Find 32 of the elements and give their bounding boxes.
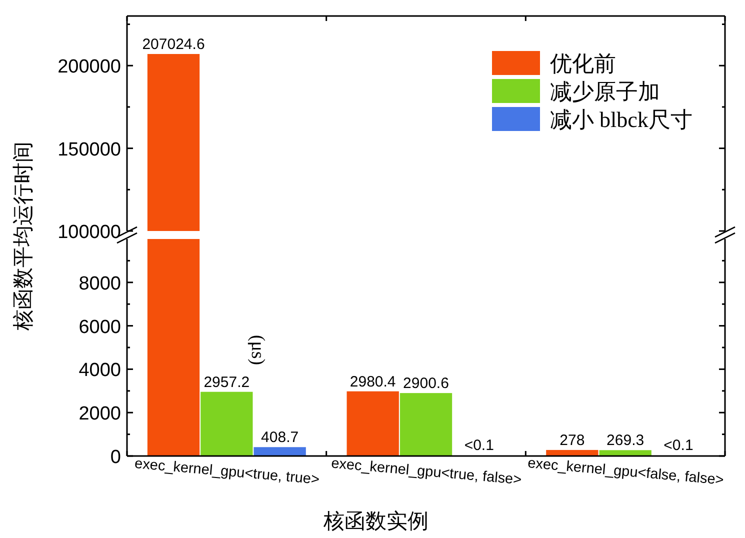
- bar: [546, 450, 598, 456]
- annotation: (μs): [247, 334, 268, 366]
- data-label: 269.3: [606, 432, 644, 450]
- legend-label: 减小 blbck尺寸: [550, 107, 692, 132]
- x-tick-label: exec_kernel_gpu<true, false>: [330, 456, 522, 488]
- x-tick-label: exec_kernel_gpu<false, false>: [527, 455, 724, 489]
- bar: [599, 450, 652, 456]
- y-tick-label: 200000: [58, 56, 121, 78]
- data-label: 408.7: [261, 429, 299, 446]
- bar: [200, 392, 253, 456]
- data-label: 2980.4: [350, 373, 396, 390]
- bar: [400, 393, 452, 456]
- data-label: 2900.6: [403, 375, 449, 392]
- y-tick-label: 6000: [78, 316, 121, 338]
- bar: [346, 391, 399, 456]
- data-label: 278: [560, 432, 585, 449]
- legend-label: 优化前: [550, 51, 616, 76]
- bar: [254, 447, 306, 456]
- data-label: 2957.2: [204, 374, 250, 391]
- annotation: <0.1: [664, 437, 694, 454]
- data-label: 207024.6: [142, 36, 205, 53]
- y-axis-title: 核函数平均运行时间: [11, 142, 35, 332]
- y-tick-label: 100000: [58, 222, 121, 243]
- x-tick-label: exec_kernel_gpu<true, true>: [134, 456, 320, 488]
- y-tick-label: 8000: [78, 273, 121, 294]
- legend-label: 减少原子加: [550, 79, 660, 104]
- y-tick-label: 150000: [58, 139, 121, 160]
- annotation: <0.1: [464, 437, 494, 454]
- y-tick-label: 2000: [78, 404, 121, 425]
- x-axis-title: 核函数实例: [322, 509, 428, 533]
- y-tick-label: 4000: [78, 360, 121, 382]
- y-tick-label: 0: [110, 447, 121, 468]
